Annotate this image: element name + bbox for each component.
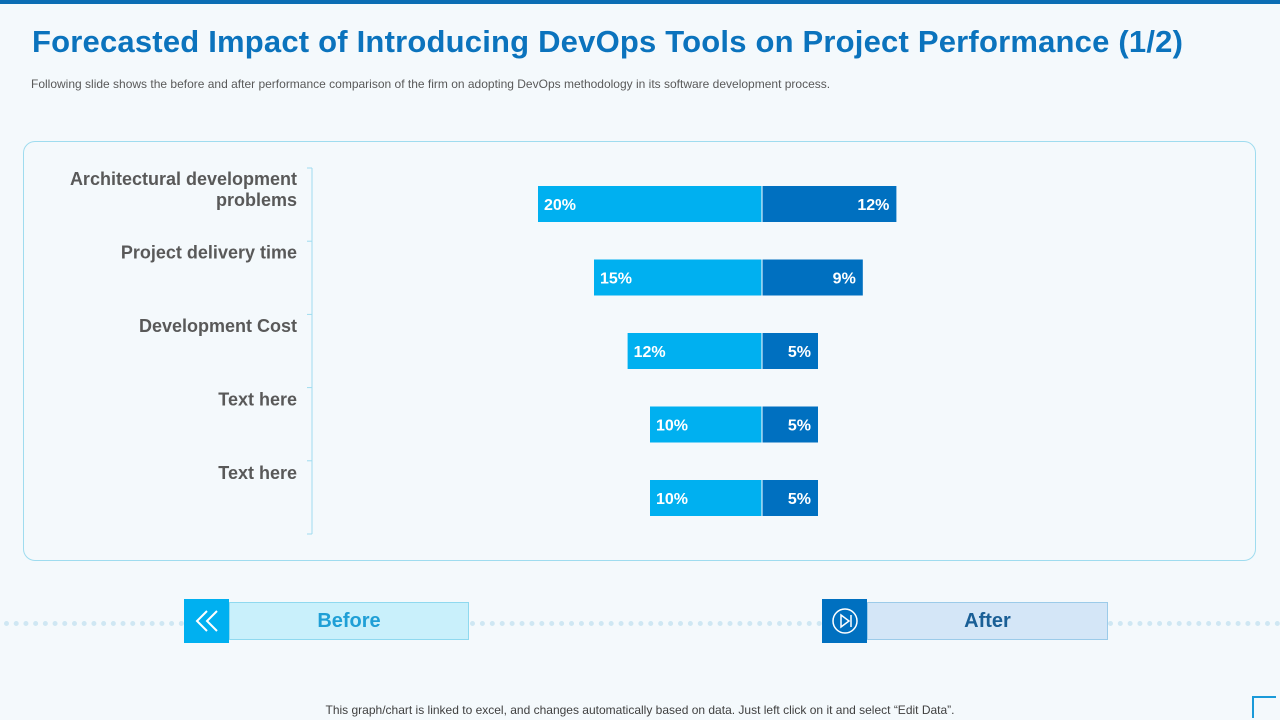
bar-after-label: 12% — [857, 197, 889, 214]
dotted-divider-middle — [470, 621, 822, 626]
category-label: Text here — [218, 390, 297, 410]
page-subtitle: Following slide shows the before and aft… — [31, 77, 831, 91]
legend-after-label: After — [867, 602, 1108, 640]
bar-before-label: 10% — [656, 418, 688, 435]
category-label: Development Cost — [139, 316, 297, 336]
category-label: Project delivery time — [121, 243, 297, 263]
skip-forward-icon — [822, 599, 867, 643]
bar-before — [650, 480, 762, 516]
bar-before-label: 20% — [544, 197, 576, 214]
rewind-icon — [184, 599, 229, 643]
bar-before — [538, 186, 762, 222]
bar-after — [762, 480, 818, 516]
legend-after[interactable]: After — [822, 599, 1108, 643]
bar-after-label: 5% — [788, 418, 811, 435]
bar-before — [594, 259, 762, 296]
bar-after — [762, 406, 818, 443]
bar-after — [762, 259, 863, 296]
bar-before-label: 10% — [656, 491, 688, 508]
chart-panel[interactable]: Architectural development problems Project… — [23, 141, 1256, 561]
category-label: Text here — [218, 463, 297, 483]
corner-decoration — [1252, 696, 1276, 718]
bar-before-label: 15% — [600, 271, 632, 288]
bar-before — [627, 333, 762, 369]
legend-before[interactable]: Before — [184, 599, 469, 643]
bar-after-label: 9% — [833, 271, 856, 288]
top-accent-rule — [0, 0, 1280, 4]
page-title: Forecasted Impact of Introducing DevOps … — [32, 24, 1184, 59]
bar-before-label: 12% — [634, 344, 666, 361]
dotted-divider-right — [1108, 621, 1280, 626]
category-label: Architectural development problems — [70, 169, 297, 210]
bar-after — [762, 186, 897, 222]
bar-after-label: 5% — [788, 491, 811, 508]
bar-after-label: 5% — [788, 344, 811, 361]
bar-before — [650, 406, 762, 443]
footer-note: This graph/chart is linked to excel, and… — [325, 703, 955, 717]
bar-after — [762, 333, 818, 369]
legend-before-label: Before — [229, 602, 469, 640]
dotted-divider-left — [4, 621, 184, 626]
diverging-bar-chart[interactable]: Architectural development problems Project… — [24, 142, 1257, 562]
